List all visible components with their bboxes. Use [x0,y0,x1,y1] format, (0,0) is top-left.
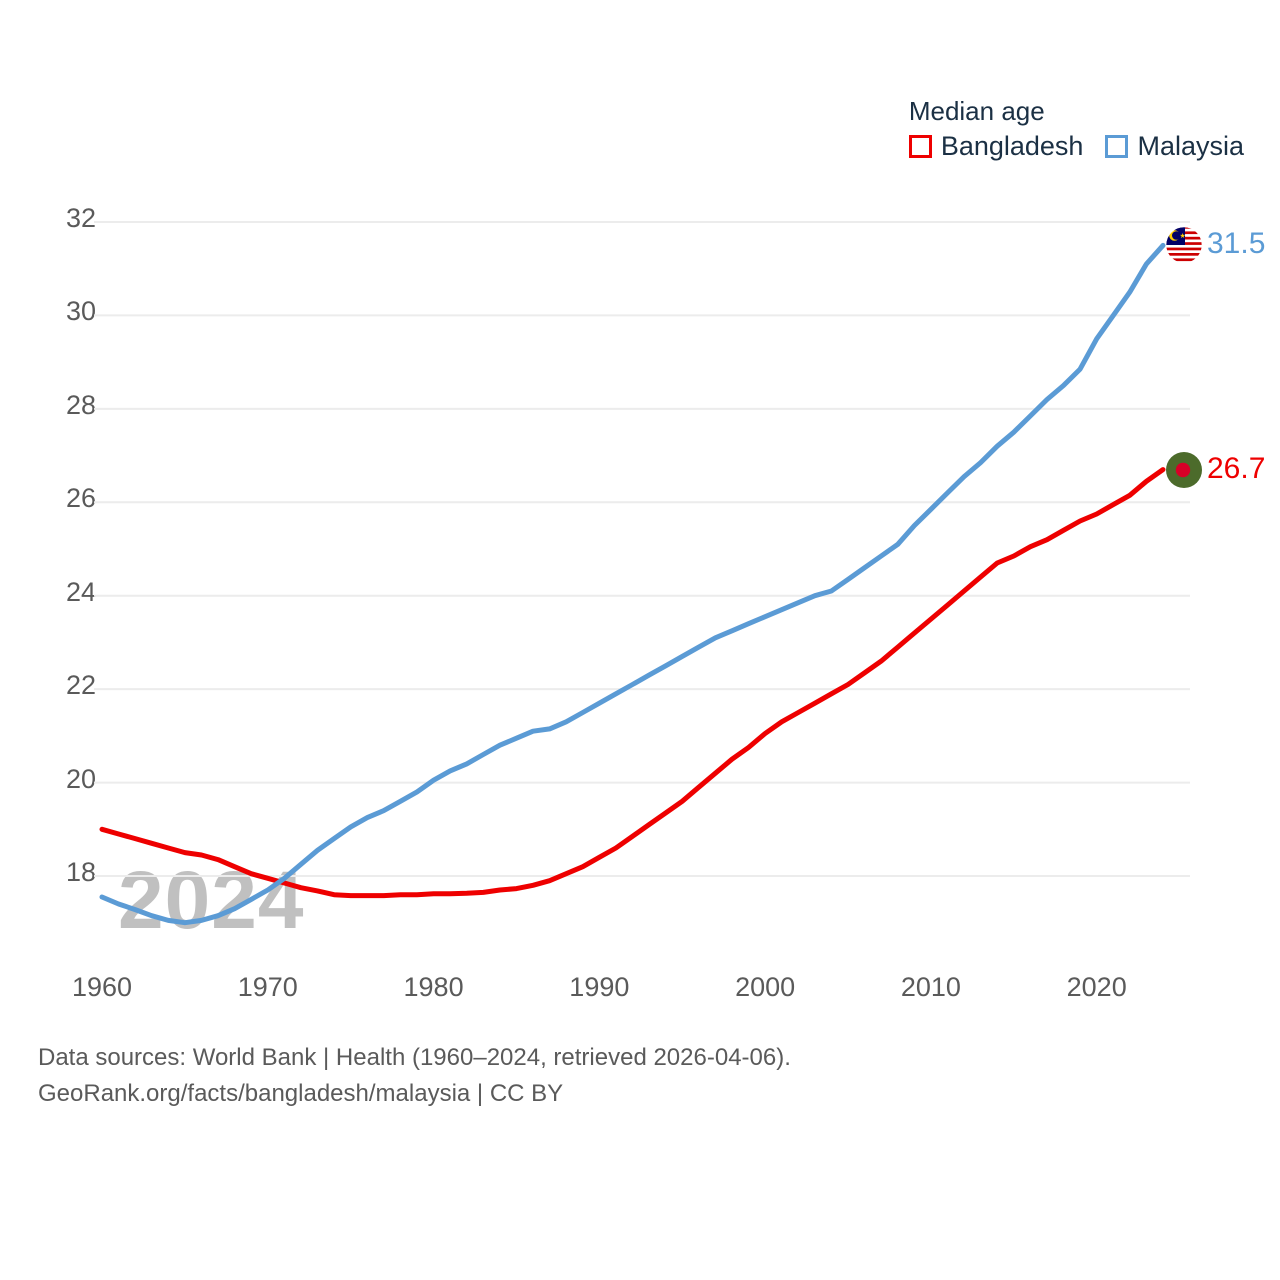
svg-text:★: ★ [1180,232,1186,240]
legend-label-malaysia: Malaysia [1137,131,1244,161]
legend-item-bangladesh[interactable]: Bangladesh [908,131,1084,161]
x-tick-label: 1970 [237,972,298,1002]
footer-attribution: Data sources: World Bank | Health (1960–… [38,1040,791,1112]
malaysia-flag-icon: ★ [1165,227,1203,264]
x-tick-label: 1960 [71,972,133,1002]
y-tick-label: 28 [65,389,96,420]
footer-line-sources: Data sources: World Bank | Health (1960–… [38,1044,791,1071]
x-tick-label: 1980 [403,972,464,1002]
bangladesh-flag-icon [1166,451,1202,488]
end-value-malaysia: 31.5 [1207,227,1266,261]
end-value-bangladesh: 26.7 [1207,451,1266,485]
y-tick-label: 24 [65,576,96,607]
legend-swatch-red-icon [908,135,932,158]
chart-legend: Median age Bangladesh Malaysia [908,96,1244,161]
footer-line-url[interactable]: GeoRank.org/facts/bangladesh/malaysia | … [38,1080,564,1107]
x-tick-label: 2000 [735,972,796,1002]
y-axis-tick-labels: 18 20 22 24 26 28 30 32 [0,0,96,1280]
x-tick-label: 2010 [900,972,961,1002]
legend-swatch-blue-icon [1105,135,1129,158]
y-tick-label: 32 [65,203,96,233]
year-watermark: 2024 [118,855,305,946]
series-line-malaysia [99,242,1166,926]
y-tick-label: 30 [65,296,96,327]
y-tick-label: 20 [65,763,96,794]
y-tick-label: 26 [65,483,96,514]
y-tick-label: 18 [65,857,96,887]
series-line-bangladesh [99,467,1166,899]
legend-item-malaysia[interactable]: Malaysia [1105,133,1244,160]
y-tick-label: 22 [65,670,96,701]
x-tick-label: 2020 [1066,972,1127,1002]
legend-items: Bangladesh Malaysia [908,131,1244,161]
legend-label-bangladesh: Bangladesh [940,131,1084,161]
x-tick-label: 1990 [569,972,630,1002]
legend-title: Median age [908,96,1045,126]
